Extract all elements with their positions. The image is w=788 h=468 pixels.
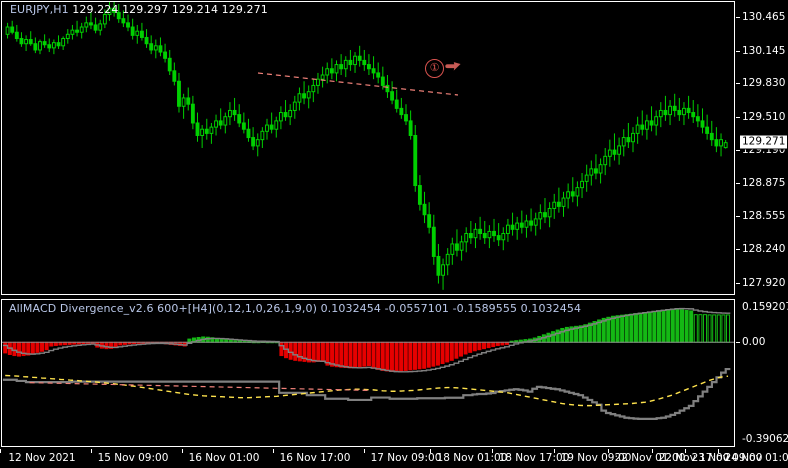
price-tick-mark	[736, 249, 740, 251]
price-tick-label: 129.830	[742, 77, 786, 90]
price-tick-mark	[736, 116, 740, 118]
time-x-axis[interactable]: 12 Nov 2021 15 Nov 09:00 16 Nov 01:00 16 No…	[0, 449, 788, 468]
indicator-pane[interactable]	[1, 299, 735, 447]
price-tick-mark	[736, 182, 740, 184]
last-price-label: 129.271	[739, 134, 788, 150]
time-tick-mark	[608, 449, 609, 453]
time-tick-mark	[0, 449, 1, 453]
time-tick-label: 18 Nov 01:00	[436, 452, 508, 464]
price-tick-label: 127.920	[742, 276, 786, 289]
indicator-tick-label: -0.390620	[742, 433, 788, 445]
time-tick-label: 19 Nov 09:00	[560, 452, 632, 464]
price-tick-mark	[736, 282, 740, 284]
time-tick-label: 16 Nov 01:00	[188, 452, 260, 464]
price-tick-mark	[736, 150, 740, 152]
time-tick-label: 23 Nov 09:00	[691, 452, 763, 464]
time-tick-mark	[430, 449, 431, 453]
indicator-zero-tick-mark	[736, 342, 740, 344]
time-tick-mark	[364, 449, 365, 453]
price-candles-svg	[5, 2, 728, 290]
time-tick-label: 17 Nov 09:00	[370, 452, 442, 464]
price-tick-label: 130.145	[742, 44, 786, 57]
price-tick-label: 128.875	[742, 176, 786, 189]
time-tick-label: 16 Nov 17:00	[279, 452, 351, 464]
time-tick-mark	[273, 449, 274, 453]
price-tick-mark	[736, 83, 740, 85]
time-tick-label: 18 Nov 17:00	[498, 452, 570, 464]
price-chart-pane[interactable]	[1, 1, 735, 295]
indicator-tick-label: 0.1592071	[742, 301, 788, 313]
price-tick-mark	[736, 216, 740, 218]
time-tick-mark	[91, 449, 92, 453]
time-tick-label: 22 Nov 01:00	[614, 452, 686, 464]
price-tick-label: 129.510	[742, 110, 786, 123]
price-plot	[2, 2, 734, 294]
price-tick-mark	[736, 50, 740, 52]
time-tick-mark	[718, 449, 719, 453]
indicator-tick-label: 0.00	[742, 336, 766, 349]
price-tick-mark	[736, 17, 740, 19]
time-tick-mark	[554, 449, 555, 453]
indicator-plot	[2, 300, 734, 446]
time-tick-label: 22 Nov 17:00	[658, 452, 730, 464]
time-tick-mark	[652, 449, 653, 453]
time-tick-mark	[182, 449, 183, 453]
price-y-axis[interactable]: 130.465 130.145 129.830 129.510 129.190 128.8…	[736, 0, 788, 297]
time-tick-label: 12 Nov 2021	[8, 452, 76, 464]
indicator-y-axis[interactable]: 0.1592071 0.00 -0.390620	[736, 299, 788, 449]
price-tick-label: 128.240	[742, 243, 786, 256]
time-tick-mark	[685, 449, 686, 453]
time-tick-label: 24 Nov 01:00	[724, 452, 788, 464]
price-tick-label: 128.555	[742, 210, 786, 223]
time-tick-label: 15 Nov 09:00	[97, 452, 169, 464]
macd-svg	[2, 307, 734, 420]
time-tick-mark	[492, 449, 493, 453]
price-tick-label: 130.465	[742, 11, 786, 24]
